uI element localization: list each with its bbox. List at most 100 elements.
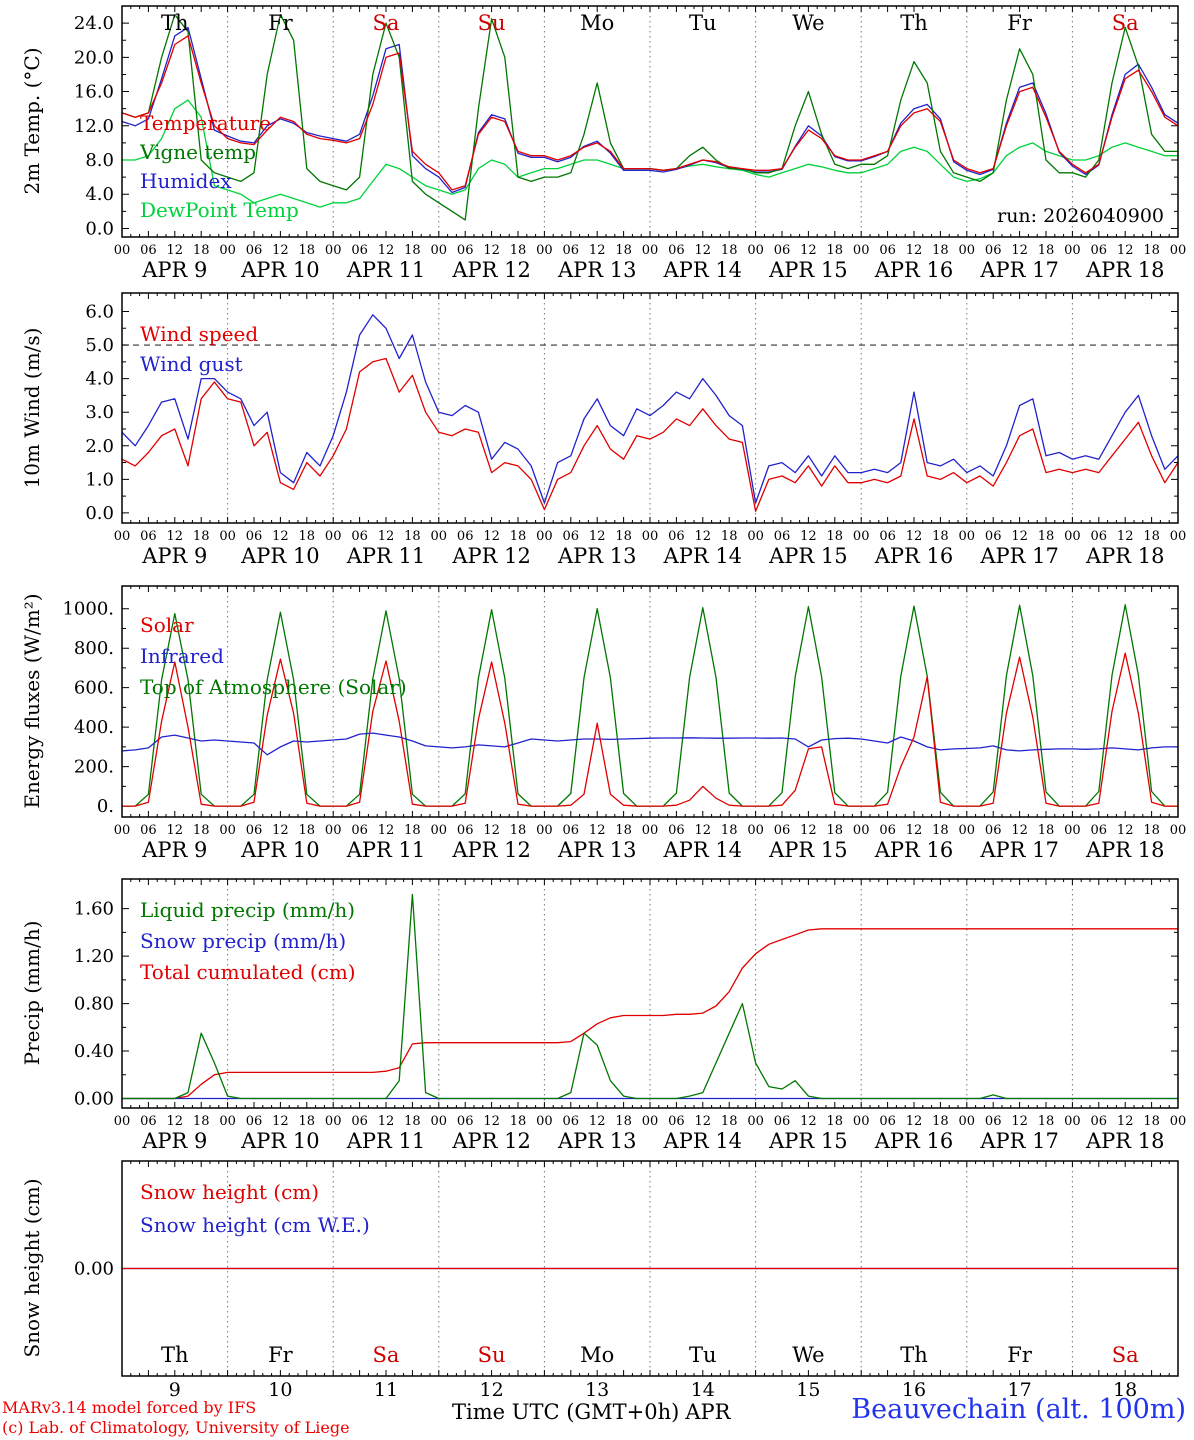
date-label-4: APR 13 <box>557 544 637 568</box>
date-label-4: APR 13 <box>557 838 637 862</box>
date-label-8: APR 17 <box>979 838 1059 862</box>
hour-tick-label: 06 <box>1091 1114 1108 1129</box>
hour-tick-label: 00 <box>219 823 236 838</box>
lab-credit: (c) Lab. of Climatology, University of L… <box>2 1418 350 1437</box>
hour-tick-label: 00 <box>747 243 764 258</box>
hour-tick-label: 00 <box>642 823 659 838</box>
hour-tick-label: 18 <box>827 1114 844 1129</box>
day-label-fr-1: Fr <box>268 11 294 35</box>
hour-tick-label: 18 <box>1038 243 1055 258</box>
hour-tick-label: 18 <box>1143 529 1160 544</box>
legend-snow-height-cm-w-e: Snow height (cm W.E.) <box>140 1213 370 1237</box>
hour-tick-label: 00 <box>114 823 131 838</box>
hour-tick-label: 12 <box>1011 529 1028 544</box>
hour-tick-label: 18 <box>510 529 527 544</box>
hour-tick-label: 06 <box>985 823 1002 838</box>
panel-frame <box>121 1160 1179 1377</box>
hour-tick-label: 06 <box>140 529 157 544</box>
hour-tick-label: 12 <box>906 529 923 544</box>
hour-tick-label: 00 <box>1170 823 1187 838</box>
hour-tick-label: 12 <box>1117 243 1134 258</box>
hour-tick-label: 00 <box>1170 243 1187 258</box>
hour-tick-label: 18 <box>932 243 949 258</box>
day-label-mo-4: Mo <box>580 1343 614 1367</box>
day-label-sa-2: Sa <box>373 1343 400 1367</box>
legend-liquid-precip-mm-h: Liquid precip (mm/h) <box>140 898 355 922</box>
hour-tick-label: 18 <box>721 1114 738 1129</box>
hour-tick-label: 18 <box>1038 823 1055 838</box>
date-label-3: APR 12 <box>451 1129 531 1153</box>
precip-panel: 0.00 0.40 0.80 1.20 1.60 Liquid precip (mm/h)… <box>74 878 1187 1153</box>
series-total-cumulated-cm <box>121 928 1179 1100</box>
legend-snow-height-cm: Snow height (cm) <box>140 1180 319 1204</box>
legend-vigne-temp: Vigne temp <box>139 140 256 164</box>
day-label-su-3: Su <box>478 1343 506 1367</box>
hour-tick-label: 18 <box>193 823 210 838</box>
hour-tick-label: 18 <box>1038 529 1055 544</box>
y-tick-label: 0.80 <box>74 994 114 1015</box>
panel-frame <box>121 292 1179 524</box>
hour-tick-label: 12 <box>167 1114 184 1129</box>
date-label-7: APR 16 <box>874 258 954 282</box>
hour-tick-label: 06 <box>879 823 896 838</box>
date-label-7: APR 16 <box>874 544 954 568</box>
day-label-fr-8: Fr <box>1007 1343 1033 1367</box>
credits: MARv3.14 model forced by IFS (c) Lab. of… <box>2 1398 350 1438</box>
day-label-fr-8: Fr <box>1007 11 1033 35</box>
hour-tick-label: 12 <box>695 529 712 544</box>
hour-tick-label: 00 <box>536 243 553 258</box>
hour-tick-label: 00 <box>642 1114 659 1129</box>
date-label-4: APR 13 <box>557 258 637 282</box>
hour-tick-label: 00 <box>747 1114 764 1129</box>
hour-tick-label: 12 <box>272 529 289 544</box>
hour-tick-label: 06 <box>879 1114 896 1129</box>
y-tick-label: 0.00 <box>74 1089 114 1110</box>
hour-tick-label: 00 <box>219 243 236 258</box>
date-label-1: APR 10 <box>240 838 320 862</box>
hour-tick-label: 12 <box>378 823 395 838</box>
hour-tick-label: 06 <box>351 243 368 258</box>
y-tick-label: 0. <box>97 796 114 817</box>
y-tick-label: 1.20 <box>74 946 114 967</box>
hour-tick-label: 00 <box>959 529 976 544</box>
hour-tick-label: 18 <box>721 243 738 258</box>
hour-tick-label: 00 <box>114 529 131 544</box>
station-name: Beauvechain (alt. 100m) <box>851 1394 1186 1425</box>
date-label-2: APR 11 <box>346 838 426 862</box>
hour-tick-label: 06 <box>563 529 580 544</box>
y-tick-label: 4.0 <box>85 184 114 205</box>
day-label-th-0: Th <box>161 11 189 35</box>
y-tick-label: 1.0 <box>85 469 114 490</box>
hour-tick-label: 12 <box>1011 243 1028 258</box>
hour-tick-label: 06 <box>140 823 157 838</box>
legend-infrared: Infrared <box>140 644 224 668</box>
date-label-2: APR 11 <box>346 544 426 568</box>
hour-tick-label: 18 <box>299 823 316 838</box>
hour-tick-label: 18 <box>510 243 527 258</box>
day-label-sa-9: Sa <box>1112 11 1139 35</box>
day-label-fr-1: Fr <box>268 1343 294 1367</box>
y-tick-label: 1000. <box>62 599 114 620</box>
hour-tick-label: 00 <box>853 1114 870 1129</box>
model-credit: MARv3.14 model forced by IFS <box>2 1398 257 1417</box>
series-top-of-atmosphere-solar <box>121 604 1179 807</box>
day-number-13: 13 <box>585 1379 609 1401</box>
hour-tick-label: 18 <box>1143 243 1160 258</box>
date-label-0: APR 9 <box>141 258 207 282</box>
hour-tick-label: 00 <box>1170 1114 1187 1129</box>
hour-tick-label: 18 <box>299 529 316 544</box>
hour-tick-label: 06 <box>140 1114 157 1129</box>
hour-tick-label: 12 <box>589 1114 606 1129</box>
wind-panel: 0.0 1.0 2.0 3.0 4.0 5.0 6.0 Wind speed Wind gust… <box>85 292 1186 568</box>
y-tick-label: 0.40 <box>74 1041 114 1062</box>
hour-tick-label: 12 <box>695 823 712 838</box>
hour-tick-label: 00 <box>959 1114 976 1129</box>
day-number-18: 18 <box>1113 1379 1137 1401</box>
hour-tick-label: 12 <box>589 529 606 544</box>
panel-frame <box>121 5 1179 238</box>
hour-tick-label: 00 <box>536 1114 553 1129</box>
hour-tick-label: 06 <box>668 243 685 258</box>
y-tick-label: 6.0 <box>85 301 114 322</box>
energy-panel: 0. 200. 400. 600. 800. 1000. Solar Infrared Top … <box>62 585 1187 862</box>
series-wind-speed <box>121 357 1179 512</box>
